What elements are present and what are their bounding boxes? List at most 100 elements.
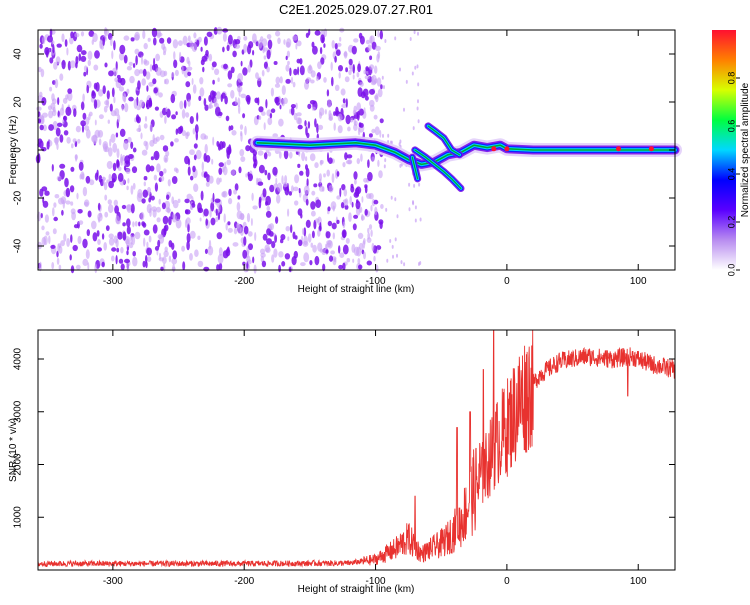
spectrogram-noise-dot [227, 34, 233, 45]
spectrogram-noise-dot [405, 79, 408, 84]
spectrogram-noise-dot [189, 149, 195, 156]
spectrogram-noise-dot [208, 239, 212, 250]
spectrogram-noise-dot [244, 125, 247, 136]
spectrogram-noise-dot [314, 118, 317, 128]
spectrogram-noise-dot [301, 151, 306, 162]
spectrogram-noise-dot [377, 88, 383, 98]
spectrogram-noise-dot [382, 133, 384, 138]
spectrogram-noise-dot [345, 114, 351, 125]
spectrogram-peak-point [616, 146, 621, 152]
spectrogram-noise-dot [394, 237, 397, 242]
spectrogram-noise-dot [236, 202, 241, 212]
spectrogram-noise-dot [271, 254, 275, 263]
spectrogram-noise-dot [56, 250, 59, 258]
spectrogram-noise-dot [371, 128, 376, 134]
spectrogram-noise-dot [203, 98, 207, 107]
spectrogram-noise-dot [134, 48, 140, 55]
spectrogram-noise-dot [62, 119, 65, 125]
spectrogram-noise-dot [409, 37, 412, 41]
spectrogram-noise-dot [216, 264, 220, 271]
spectrogram-noise-dot [152, 134, 155, 144]
spectrogram-noise-dot [313, 183, 318, 188]
spectrogram-noise-dot [143, 181, 146, 187]
spectrogram-noise-dot [210, 201, 215, 212]
spectrogram-noise-dot [322, 263, 326, 272]
spectrogram-noise-dot [166, 37, 172, 44]
spectrogram-noise-dot [287, 208, 290, 217]
spectrogram-noise-dot [62, 97, 68, 104]
spectrogram-noise-dot [86, 229, 91, 237]
spectrogram-noise-dot [162, 145, 169, 152]
spectrogram-noise-dot [191, 42, 198, 52]
spectrogram-noise-dot [150, 195, 155, 201]
spectrogram-noise-dot [377, 159, 380, 167]
spectrogram-noise-dot [215, 216, 219, 222]
spectrogram-noise-dot [108, 173, 112, 181]
spectrogram-ytick-label: -20 [13, 190, 24, 205]
spectrogram-noise-dot [104, 211, 109, 218]
spectrogram-noise-dot [211, 158, 214, 165]
spectrogram-noise-dot [63, 115, 68, 122]
spectrogram-noise-dot [96, 169, 99, 178]
spectrogram-noise-dot [132, 250, 136, 257]
spectrogram-noise-dot [143, 42, 148, 50]
spectrogram-noise-dot [374, 126, 380, 136]
spectrogram-noise-dot [354, 179, 357, 185]
spectrogram-noise-dot [242, 113, 246, 119]
spectrogram-noise-dot [237, 72, 244, 83]
spectrogram-noise-dot [41, 225, 45, 231]
spectrogram-noise-dot [148, 235, 152, 243]
spectrogram-noise-dot [61, 33, 65, 42]
spectrogram-noise-dot [414, 218, 417, 223]
spectrogram-noise-dot [419, 261, 422, 265]
spectrogram-noise-dot [148, 81, 155, 87]
spectrogram-noise-dot [59, 134, 64, 143]
spectrogram-noise-dot [417, 82, 420, 87]
spectrogram-noise-dot [198, 95, 202, 101]
spectrogram-noise-dot [328, 157, 333, 164]
spectrogram-noise-dot [171, 242, 175, 250]
spectrogram-xtick-label: 100 [630, 276, 647, 287]
spectrogram-noise-dot [152, 78, 157, 85]
spectrogram-noise-dot [204, 248, 208, 254]
spectrogram-noise-dot [61, 59, 66, 70]
spectrogram-noise-dot [275, 177, 278, 185]
spectrogram-noise-dot [82, 238, 88, 249]
spectrogram-noise-dot [340, 202, 345, 209]
spectrogram-noise-dot [89, 179, 95, 186]
spectrogram-noise-dot [369, 88, 375, 95]
spectrogram-noise-dot [212, 79, 215, 85]
spectrogram-noise-dot [359, 122, 364, 128]
spectrogram-noise-dot [245, 94, 251, 103]
spectrogram-noise-dot [73, 108, 77, 118]
spectrogram-noise-dot [367, 227, 370, 234]
spectrogram-noise-dot [77, 235, 82, 245]
spectrogram-noise-dot [81, 50, 87, 56]
spectrogram-noise-dot [345, 237, 350, 244]
spectrogram-noise-dot [103, 105, 108, 113]
spectrogram-noise-dot [124, 102, 129, 113]
spectrogram-noise-dot [312, 45, 318, 55]
spectrogram-noise-dot [376, 77, 382, 87]
spectrogram-noise-dot [156, 163, 161, 173]
spectrogram-noise-dot [163, 70, 168, 77]
spectrogram-noise-dot [78, 161, 84, 171]
spectrogram-noise-dot [307, 103, 312, 110]
spectrogram-noise-dot [274, 96, 280, 104]
spectrogram-noise-dot [416, 64, 419, 69]
spectrogram-noise-dot [177, 40, 183, 46]
spectrogram-noise-dot [347, 126, 351, 132]
spectrogram-noise-dot [233, 227, 238, 235]
spectrogram-noise-dot [203, 152, 207, 162]
spectrogram-noise-dot [240, 132, 243, 142]
spectrogram-noise-dot [350, 185, 355, 193]
spectrogram-noise-dot [39, 43, 43, 49]
spectrogram-noise-dot [218, 167, 223, 175]
spectrogram-noise-dot [113, 235, 118, 244]
snr-ytick-label: 2000 [13, 453, 24, 476]
spectrogram-noise-dot [273, 248, 278, 258]
spectrogram-peak-point [491, 146, 497, 152]
spectrogram-noise-dot [240, 60, 243, 67]
spectrogram-noise-dot [126, 250, 129, 256]
